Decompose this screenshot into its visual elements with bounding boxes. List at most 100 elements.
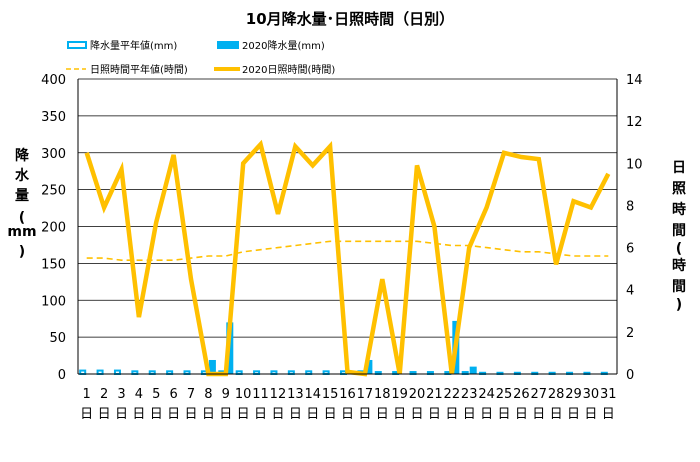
- left-axis-title-char: 水: [15, 167, 30, 184]
- right-axis-title-char: 時: [672, 201, 686, 218]
- x-tick-suffix: 日: [167, 407, 180, 422]
- right-tick-label: 4: [626, 284, 634, 299]
- x-tick-label: 10: [235, 387, 252, 402]
- x-tick-suffix: 日: [306, 407, 319, 422]
- x-tick-suffix: 日: [150, 407, 163, 422]
- left-tick-label: 200: [41, 221, 66, 236]
- legend: 降水量平年値(mm) 2020降水量(mm) 日照時間平年値(時間) 2020日照時間…: [66, 39, 335, 76]
- right-axis-title-char: 照: [672, 181, 686, 197]
- lines: [84, 139, 611, 377]
- x-tick-label: 21: [426, 387, 443, 402]
- right-axis-title: 日照時間(時間): [672, 160, 686, 313]
- x-tick-label: 7: [187, 387, 195, 402]
- right-axis-title-char: 間: [672, 223, 686, 239]
- right-tick-label: 12: [626, 115, 643, 130]
- grid: [78, 78, 617, 338]
- left-tick-label: 350: [41, 110, 66, 125]
- axes: [77, 79, 618, 375]
- left-tick-label: 300: [41, 147, 66, 162]
- x-tick-label: 4: [135, 387, 143, 402]
- x-tick-label: 2: [100, 387, 108, 402]
- x-tick-label: 28: [548, 387, 565, 402]
- x-tick-label: 18: [374, 387, 391, 402]
- right-tick-label: 8: [626, 199, 634, 214]
- x-tick-suffix: 日: [132, 407, 145, 422]
- x-tick-label: 5: [152, 387, 160, 402]
- x-tick-label: 22: [444, 387, 461, 402]
- x-tick-suffix: 日: [480, 407, 493, 422]
- x-tick-label: 14: [304, 387, 321, 402]
- x-tick-suffix: 日: [567, 407, 580, 422]
- x-tick-label: 20: [409, 387, 426, 402]
- x-tick-suffix: 日: [550, 407, 563, 422]
- line-normal-sunshine: [86, 240, 609, 262]
- legend-swatch-2020-precipitation: [217, 41, 239, 49]
- x-tick-suffix: 日: [254, 407, 267, 422]
- x-tick-label: 3: [117, 387, 125, 402]
- bar-2020-precipitation: [208, 359, 216, 374]
- legend-swatch-normal-precipitation: [67, 41, 87, 49]
- x-tick-label: 30: [583, 387, 600, 402]
- bar-normal-precipitation: [79, 369, 87, 376]
- x-tick-label: 27: [530, 387, 547, 402]
- x-tick-suffix: 日: [80, 407, 93, 422]
- right-axis-title-char: 間: [672, 279, 686, 295]
- legend-label: 日照時間平年値(時間): [90, 63, 188, 76]
- x-tick-label: 6: [169, 387, 177, 402]
- x-tick-suffix: 日: [515, 407, 528, 422]
- x-tick-suffix: 日: [219, 407, 232, 422]
- x-tick-suffix: 日: [497, 407, 510, 422]
- x-tick-label: 15: [322, 387, 339, 402]
- x-tick-suffix: 日: [202, 407, 215, 422]
- x-tick-label: 9: [222, 387, 230, 402]
- legend-label: 降水量平年値(mm): [90, 39, 177, 52]
- left-tick-label: 50: [49, 331, 66, 346]
- x-tick-label: 19: [391, 387, 408, 402]
- x-tick-suffix: 日: [376, 407, 389, 422]
- x-tick-label: 31: [600, 387, 617, 402]
- right-axis-ticks: 0 2 4 6 8 10 12 14: [626, 73, 643, 383]
- x-tick-suffix: 日: [98, 407, 111, 422]
- left-axis-title-char: 降: [15, 147, 30, 164]
- x-tick-suffix: 日: [428, 407, 441, 422]
- left-axis-ticks: 0 50 100 150 200 250 300 350 400: [41, 73, 66, 383]
- x-tick-label: 8: [204, 387, 212, 402]
- right-tick-label: 2: [626, 326, 634, 341]
- right-axis-title-char: ): [676, 297, 682, 313]
- x-tick-suffix: 日: [115, 407, 128, 422]
- bar-2020-precipitation: [469, 366, 477, 374]
- right-tick-label: 0: [626, 368, 634, 383]
- x-tick-label: 25: [496, 387, 513, 402]
- x-tick-label: 13: [287, 387, 304, 402]
- x-tick-label: 24: [478, 387, 495, 402]
- legend-label: 2020日照時間(時間): [242, 64, 335, 76]
- bar-normal-precipitation: [113, 369, 121, 376]
- right-tick-label: 10: [626, 157, 643, 172]
- legend-label: 2020降水量(mm): [242, 39, 325, 52]
- x-tick-suffix: 日: [324, 407, 337, 422]
- right-tick-label: 14: [626, 73, 643, 88]
- x-tick-suffix: 日: [289, 407, 302, 422]
- x-tick-suffix: 日: [341, 407, 354, 422]
- left-tick-label: 100: [41, 294, 66, 309]
- right-axis-title-char: 時: [672, 257, 686, 274]
- x-tick-label: 1: [83, 387, 91, 402]
- x-tick-label: 16: [339, 387, 356, 402]
- x-tick-label: 12: [270, 387, 287, 402]
- left-axis-title: 降水量 (mm): [7, 147, 36, 260]
- x-tick-label: 26: [513, 387, 530, 402]
- bar-2020-precipitation: [365, 359, 373, 374]
- right-axis-title-char: (: [676, 241, 682, 257]
- right-tick-label: 6: [626, 242, 634, 257]
- x-tick-suffix: 日: [602, 407, 615, 422]
- left-tick-label: 0: [58, 368, 66, 383]
- right-axis-title-char: 日: [672, 160, 686, 176]
- bar-normal-precipitation: [96, 369, 104, 376]
- x-tick-suffix: 日: [532, 407, 545, 422]
- x-tick-label: 29: [565, 387, 582, 402]
- left-axis-title-char: 量: [15, 188, 29, 204]
- x-tick-suffix: 日: [463, 407, 476, 422]
- left-axis-title-char: mm: [7, 224, 36, 240]
- left-axis-title-char: (: [19, 210, 25, 226]
